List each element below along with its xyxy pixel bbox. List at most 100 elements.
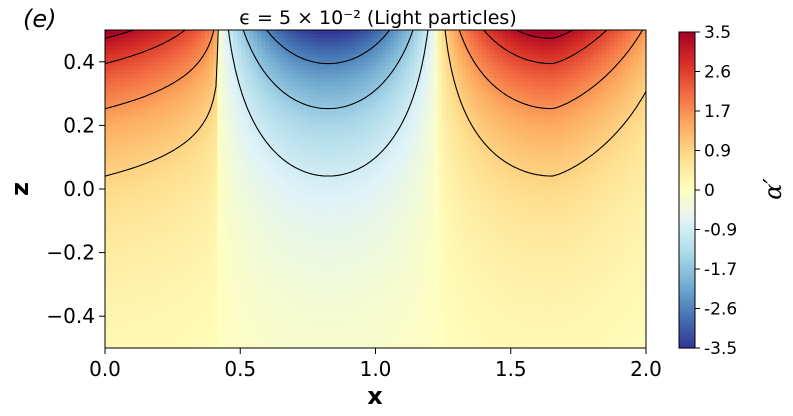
heatmap-cell	[181, 125, 186, 130]
heatmap-cell	[241, 73, 246, 79]
heatmap-cell	[317, 145, 322, 150]
heatmap-cell	[609, 109, 615, 115]
heatmap-cell	[297, 165, 302, 170]
heatmap-cell	[133, 161, 138, 166]
heatmap-cell	[421, 141, 427, 146]
heatmap-cell	[477, 129, 483, 134]
heatmap-cell	[377, 85, 383, 91]
heatmap-cell	[197, 73, 202, 79]
heatmap-cell	[581, 113, 587, 119]
heatmap-cell	[537, 57, 543, 63]
heatmap-cell	[497, 129, 503, 134]
heatmap-cell	[637, 117, 643, 123]
heatmap-cell	[593, 101, 599, 107]
heatmap-cell	[581, 61, 587, 67]
heatmap-cell	[357, 141, 363, 146]
heatmap-cell	[173, 89, 178, 95]
heatmap-cell	[585, 97, 591, 103]
heatmap-cell	[165, 129, 170, 134]
heatmap-cell	[121, 73, 126, 79]
heatmap-cell	[149, 153, 154, 158]
heatmap-cell	[501, 53, 507, 59]
heatmap-cell	[173, 97, 178, 103]
heatmap-cell	[309, 149, 314, 154]
heatmap-cell	[369, 169, 375, 174]
heatmap-cell	[201, 129, 206, 134]
heatmap-cell	[393, 141, 399, 146]
heatmap-cell	[577, 30, 583, 35]
heatmap-cell	[145, 161, 150, 166]
heatmap-cell	[273, 81, 278, 87]
heatmap-cell	[265, 109, 270, 115]
heatmap-cell	[589, 157, 595, 162]
heatmap-cell	[541, 41, 547, 47]
heatmap-cell	[393, 157, 399, 162]
heatmap-cell	[597, 93, 603, 99]
heatmap-cell	[577, 157, 583, 162]
heatmap-cell	[365, 165, 371, 170]
heatmap-cell	[197, 121, 202, 127]
heatmap-cell	[449, 97, 455, 103]
heatmap-cell	[341, 165, 347, 170]
heatmap-cell	[177, 145, 182, 150]
heatmap-cell	[445, 37, 451, 43]
heatmap-cell	[173, 161, 178, 166]
heatmap-cell	[281, 73, 286, 79]
heatmap-cell	[329, 101, 335, 107]
heatmap-cell	[389, 141, 395, 146]
heatmap-cell	[161, 117, 166, 123]
heatmap-cell	[545, 149, 551, 154]
heatmap-cell	[221, 137, 226, 142]
heatmap-cell	[521, 33, 527, 39]
heatmap-cell	[473, 97, 479, 103]
heatmap-cell	[349, 157, 355, 162]
heatmap-cell	[353, 49, 359, 55]
heatmap-cell	[137, 137, 142, 142]
heatmap-cell	[341, 125, 347, 130]
heatmap-cell	[309, 49, 314, 55]
heatmap-cell	[353, 133, 359, 138]
heatmap-cell	[257, 57, 262, 63]
heatmap-cell	[221, 61, 226, 67]
heatmap-cell	[185, 137, 190, 142]
heatmap-cell	[173, 85, 178, 91]
heatmap-cell	[501, 33, 507, 39]
heatmap-cell	[441, 53, 447, 59]
heatmap-cell	[389, 173, 395, 178]
heatmap-cell	[641, 33, 646, 39]
heatmap-cell	[377, 165, 383, 170]
heatmap-cell	[433, 157, 439, 162]
heatmap-cell	[585, 161, 591, 166]
heatmap-cell	[317, 165, 322, 170]
heatmap-cell	[173, 61, 178, 67]
heatmap-cell	[505, 157, 511, 162]
heatmap-cell	[601, 69, 607, 75]
heatmap-cell	[385, 145, 391, 150]
heatmap-cell	[593, 69, 599, 75]
heatmap-cell	[473, 109, 479, 115]
heatmap-cell	[121, 45, 126, 51]
heatmap-cell	[529, 153, 535, 158]
heatmap-cell	[609, 81, 615, 87]
heatmap-cell	[341, 73, 347, 79]
heatmap-cell	[105, 117, 110, 123]
heatmap-cell	[313, 37, 318, 43]
heatmap-cell	[349, 30, 355, 35]
heatmap-cell	[177, 30, 182, 35]
heatmap-cell	[337, 73, 343, 79]
heatmap-cell	[589, 129, 595, 134]
heatmap-cell	[501, 125, 507, 130]
heatmap-cell	[129, 145, 134, 150]
heatmap-cell	[629, 53, 635, 59]
heatmap-cell	[329, 145, 335, 150]
heatmap-cell	[133, 45, 138, 51]
heatmap-cell	[157, 85, 162, 91]
heatmap-cell	[121, 77, 126, 83]
heatmap-cell	[137, 169, 142, 174]
heatmap-cell	[145, 101, 150, 107]
heatmap-cell	[385, 125, 391, 130]
heatmap-cell	[329, 77, 335, 83]
heatmap-cell	[337, 121, 343, 127]
heatmap-cell	[137, 165, 142, 170]
heatmap-cell	[373, 133, 379, 138]
